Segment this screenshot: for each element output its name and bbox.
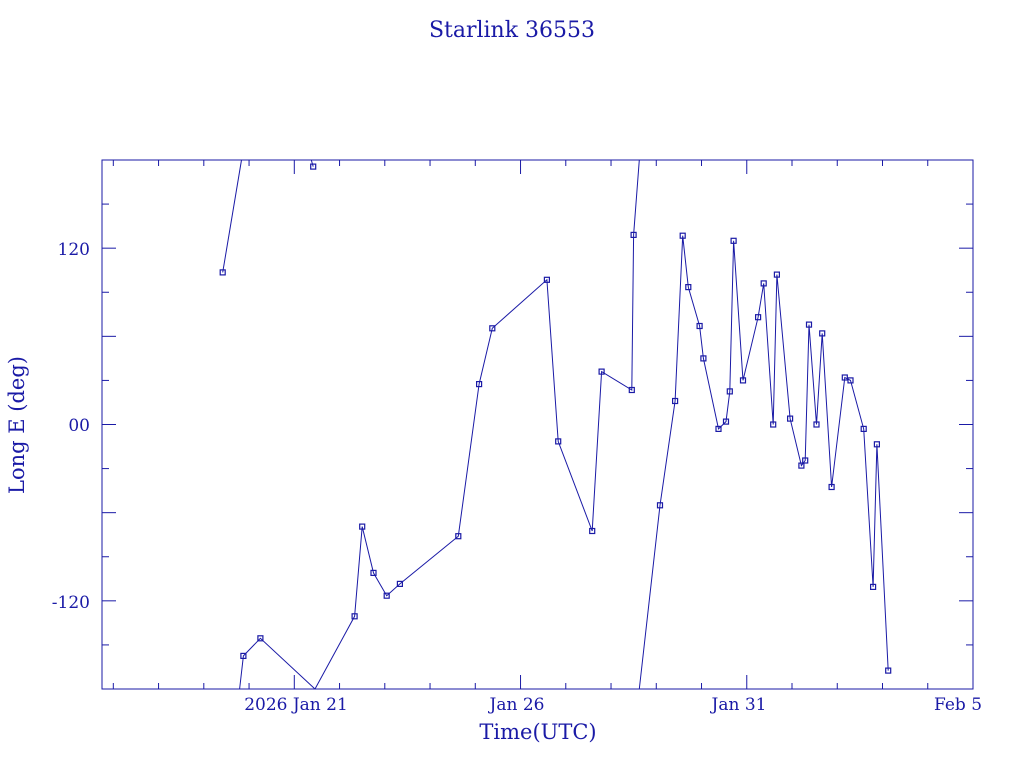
data-point: [671, 397, 679, 405]
series-line: [239, 637, 316, 690]
y-tick-label-120: 120: [58, 240, 90, 260]
data-point: [383, 592, 390, 599]
data-point: [754, 314, 762, 321]
data-point: [798, 462, 805, 469]
data-point: [598, 368, 605, 375]
data-point: [819, 330, 826, 337]
data-point: [722, 418, 730, 425]
y-tick-labels: 120 00 -120: [52, 240, 90, 613]
data-point: [760, 280, 767, 287]
y-axis-label: Long E (deg): [5, 356, 29, 494]
data-point: [828, 483, 835, 491]
data-point: [715, 425, 722, 432]
data-point: [847, 377, 854, 384]
data-point: [476, 381, 483, 388]
data-point: [257, 635, 264, 642]
data-point: [773, 271, 781, 278]
chart-title: Starlink 36553: [429, 18, 595, 43]
data-point: [739, 377, 747, 384]
x-axis-label: Time(UTC): [479, 720, 596, 744]
data-point: [359, 523, 366, 530]
data-point: [860, 425, 867, 432]
data-point: [455, 533, 462, 540]
data-point: [730, 237, 737, 244]
data-point: [219, 269, 226, 276]
data-point: [240, 652, 247, 660]
data-point: [628, 386, 635, 394]
data-point: [696, 322, 703, 330]
data-point: [869, 583, 877, 591]
data-point: [543, 276, 551, 283]
x-tick-label-jan21: 2026 Jan 21: [244, 695, 348, 715]
data-point: [873, 441, 881, 448]
data-point: [700, 355, 707, 362]
data-point: [726, 388, 733, 395]
data-point: [555, 438, 562, 445]
data-point: [396, 580, 403, 588]
axis-ticks: [102, 160, 973, 689]
plot-frame: [101, 159, 974, 690]
y-tick-label-neg120: -120: [52, 593, 90, 613]
data-point: [489, 325, 496, 332]
data-point: [885, 667, 892, 674]
data-point: [841, 374, 848, 381]
data-point: [802, 457, 809, 464]
series-line: [222, 159, 242, 273]
data-point: [370, 569, 377, 577]
data-point: [656, 502, 664, 509]
y-tick-label-0: 00: [68, 416, 90, 436]
data-point: [679, 232, 686, 239]
data-point: [351, 613, 358, 620]
x-tick-label-jan26: Jan 26: [488, 695, 545, 715]
data-point: [310, 163, 317, 170]
data-point: [685, 284, 692, 291]
series-line: [314, 159, 640, 690]
data-point: [786, 415, 794, 422]
x-tick-labels: 2026 Jan 21 Jan 26 Jan 31 Feb 5: [244, 695, 982, 715]
x-tick-label-jan31: Jan 31: [710, 695, 767, 715]
data-point: [805, 321, 813, 328]
series-longitude: [219, 159, 892, 690]
series-line: [310, 159, 314, 167]
data-point: [770, 421, 777, 428]
x-tick-label-feb5: Feb 5: [934, 695, 982, 715]
data-point: [589, 527, 596, 535]
series-line: [638, 235, 889, 690]
data-point: [630, 231, 637, 238]
data-point: [813, 421, 820, 428]
